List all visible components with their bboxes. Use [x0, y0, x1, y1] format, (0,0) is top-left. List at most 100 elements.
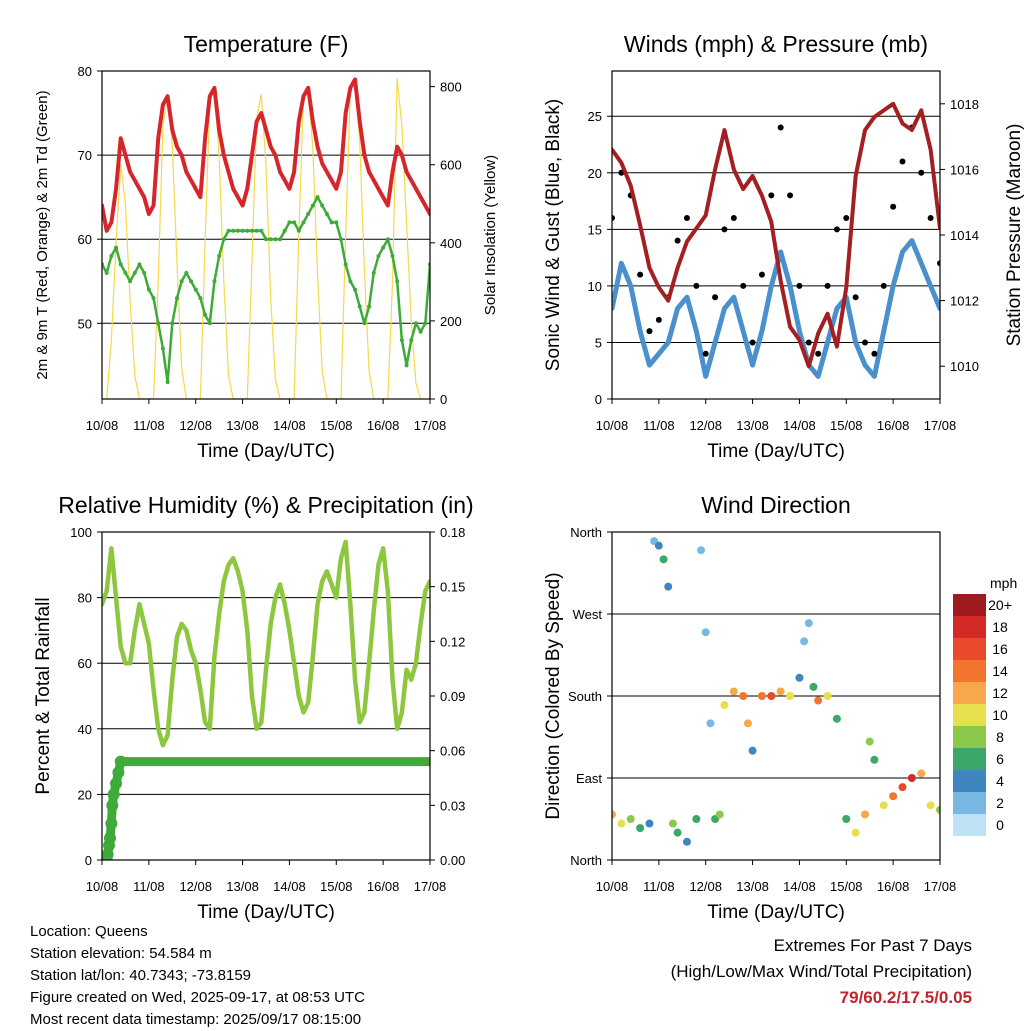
- dewpoint-point: [353, 287, 358, 292]
- legend-swatch: [953, 682, 986, 704]
- dewpoint-point: [367, 304, 372, 309]
- direction-point: [757, 692, 766, 700]
- humidity-xtick-label: 14/08: [273, 879, 306, 894]
- temperature-ytick-label: 60: [78, 232, 92, 247]
- temperature-xtick-label: 10/08: [86, 418, 119, 433]
- dewpoint-point: [245, 228, 250, 233]
- dewpoint-point: [221, 237, 226, 242]
- winds-y2tick-label: 1014: [950, 228, 979, 243]
- extremes-subtitle: (High/Low/Max Wind/Total Precipitation): [670, 962, 972, 981]
- winds-ytick-label: 5: [595, 335, 602, 350]
- gust-point: [805, 339, 812, 346]
- legend-label: 10: [992, 707, 1008, 723]
- direction-xtick-label: 14/08: [783, 879, 816, 894]
- dewpoint-point: [128, 279, 133, 284]
- precipitation-point: [107, 788, 120, 801]
- legend-swatch: [953, 660, 986, 682]
- direction-ytick-label: East: [576, 771, 602, 786]
- legend-swatch: [953, 616, 986, 638]
- humidity-ytick-label: 40: [78, 722, 92, 737]
- dewpoint-point: [385, 237, 390, 242]
- gust-point: [833, 226, 840, 233]
- temperature-y2tick-label: 0: [440, 392, 447, 407]
- temperature-ytick-label: 80: [78, 64, 92, 79]
- legend-swatch: [953, 594, 986, 616]
- humidity-xtick-label: 10/08: [86, 879, 119, 894]
- direction-xtick-label: 11/08: [643, 879, 675, 894]
- dewpoint-point: [146, 287, 151, 292]
- dewpoint-point: [264, 237, 268, 242]
- extremes-values: 79/60.2/17.5/0.05: [839, 988, 972, 1007]
- precipitation-line: [102, 757, 430, 860]
- legend-label: 8: [996, 729, 1004, 745]
- winds-xtick-label: 10/08: [596, 418, 629, 433]
- gust-point: [862, 339, 869, 346]
- dewpoint-point: [226, 228, 231, 233]
- gust-point: [777, 124, 784, 131]
- dewpoint-point: [137, 262, 142, 267]
- dewpoint-point: [203, 312, 208, 317]
- dewpoint-point: [343, 262, 348, 267]
- legend-swatch: [953, 726, 986, 748]
- legend-swatch: [953, 792, 986, 814]
- direction-point: [786, 692, 795, 700]
- gust-point: [852, 294, 859, 301]
- dewpoint-point: [306, 211, 311, 216]
- dewpoint-point: [198, 296, 203, 301]
- direction-point: [898, 783, 907, 792]
- dewpoint-point: [348, 279, 353, 284]
- direction-point: [842, 815, 851, 823]
- temperature-xlabel: Time (Day/UTC): [197, 441, 335, 462]
- direction-ylabel: Direction (Colored By Speed): [543, 572, 564, 819]
- winds-frame: [611, 70, 941, 400]
- direction-point: [668, 819, 677, 828]
- legend-label: 14: [992, 663, 1008, 679]
- humidity-xtick-label: 13/08: [226, 879, 259, 894]
- gust-point: [655, 316, 662, 323]
- legend-label: 2: [996, 795, 1004, 811]
- gust-point: [674, 237, 681, 244]
- dewpoint-point: [132, 270, 137, 275]
- dewpoint-point: [179, 279, 184, 284]
- winds-xtick-label: 13/08: [736, 418, 769, 433]
- dewpoint-point: [231, 228, 236, 233]
- direction-xtick-label: 10/08: [596, 879, 629, 894]
- gust-point: [843, 215, 850, 222]
- direction-point: [682, 837, 691, 846]
- winds-xtick-label: 17/08: [924, 418, 957, 433]
- direction-point: [739, 692, 748, 700]
- direction-point: [870, 755, 879, 764]
- dewpoint-point: [151, 296, 156, 301]
- dewpoint-point: [338, 237, 343, 242]
- precipitation-point: [114, 755, 127, 768]
- direction-title: Wind Direction: [701, 492, 851, 518]
- dewpoint-point: [423, 321, 428, 326]
- dewpoint-point: [212, 279, 217, 284]
- precipitation-point: [103, 832, 116, 845]
- direction-point: [715, 810, 724, 819]
- dewpoint-point: [123, 270, 128, 275]
- dewpoint-point: [357, 304, 362, 309]
- relative-humidity-line: [102, 539, 430, 748]
- location-text: Location: Queens: [30, 923, 148, 940]
- dewpoint-point: [381, 245, 386, 250]
- gust-point: [768, 192, 775, 199]
- dewpoint-point: [174, 296, 179, 301]
- temperature-xtick-label: 11/08: [133, 418, 165, 433]
- dewpoint-point: [409, 338, 414, 343]
- gust-point: [740, 282, 747, 289]
- direction-xtick-label: 13/08: [736, 879, 769, 894]
- precipitation-point: [112, 766, 125, 779]
- winds-xlabel: Time (Day/UTC): [707, 441, 845, 462]
- temperature-xtick-label: 13/08: [226, 418, 259, 433]
- direction-point: [743, 719, 752, 728]
- gust-point: [899, 158, 906, 165]
- winds-title: Winds (mph) & Pressure (mb): [624, 31, 928, 57]
- precipitation-point: [106, 799, 119, 812]
- dewpoint-point: [292, 220, 297, 225]
- created-text: Figure created on Wed, 2025-09-17, at 08…: [30, 989, 365, 1006]
- gust-point: [918, 169, 925, 176]
- dewpoint-point: [184, 270, 189, 275]
- legend-label: 4: [996, 773, 1004, 789]
- direction-point: [889, 792, 898, 801]
